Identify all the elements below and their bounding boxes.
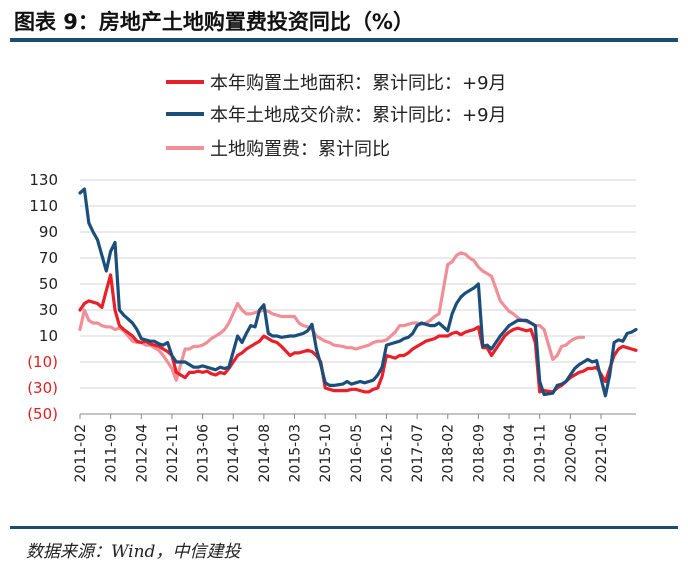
x-axis-ticks: 2011-02 2011-09 2012-04 2012-11 2013-06 2014-… bbox=[73, 414, 610, 483]
y-tick-label: (30) bbox=[27, 379, 58, 397]
footer-divider bbox=[10, 526, 678, 529]
y-tick-label: 10 bbox=[39, 327, 58, 345]
x-tick-label: 2015-10 bbox=[318, 424, 334, 483]
x-tick-label: 2019-04 bbox=[502, 424, 518, 483]
y-tick-label: 90 bbox=[39, 223, 58, 241]
y-tick-label: 110 bbox=[29, 197, 58, 215]
source-note: 数据来源：Wind，中信建投 bbox=[26, 542, 241, 562]
x-tick-label: 2016-12 bbox=[379, 424, 395, 483]
legend-label: 本年购置土地面积：累计同比：+9月 bbox=[210, 73, 507, 94]
x-tick-label: 2015-03 bbox=[288, 424, 304, 483]
y-tick-label: 70 bbox=[39, 249, 58, 267]
series-lines bbox=[78, 187, 638, 398]
y-tick-label: (10) bbox=[27, 353, 58, 371]
chart-title: 图表 9：房地产土地购置费投资同比（%） bbox=[14, 10, 414, 34]
y-tick-label: 50 bbox=[39, 275, 58, 293]
x-tick-label: 2018-09 bbox=[471, 424, 487, 483]
x-tick-label: 2012-11 bbox=[165, 424, 181, 483]
series-line-2 bbox=[78, 187, 638, 398]
x-tick-label: 2014-01 bbox=[226, 424, 242, 483]
legend: 本年购置土地面积：累计同比：+9月本年土地成交价款：累计同比：+9月土地购置费：… bbox=[166, 73, 507, 160]
x-tick-label: 2017-07 bbox=[410, 424, 426, 483]
x-tick-label: 2013-06 bbox=[196, 424, 212, 483]
x-tick-label: 2018-02 bbox=[441, 424, 457, 483]
gridlines bbox=[80, 179, 636, 415]
y-tick-label: (50) bbox=[27, 405, 58, 423]
series-line-1 bbox=[78, 273, 638, 394]
x-tick-label: 2016-05 bbox=[349, 424, 365, 483]
x-tick-label: 2014-08 bbox=[257, 424, 273, 483]
legend-label: 本年土地成交价款：累计同比：+9月 bbox=[210, 105, 507, 126]
y-tick-label: 30 bbox=[39, 301, 58, 319]
series-line-3 bbox=[78, 251, 586, 382]
x-tick-label: 2021-01 bbox=[594, 424, 610, 483]
x-tick-label: 2011-09 bbox=[104, 424, 120, 483]
x-tick-label: 2012-04 bbox=[134, 424, 150, 483]
x-tick-label: 2019-11 bbox=[533, 424, 549, 483]
title-divider bbox=[10, 38, 678, 42]
x-tick-label: 2020-06 bbox=[563, 424, 579, 483]
y-axis-ticks: 130 110 90 70 50 30 10 (10) (30) (50) bbox=[27, 171, 58, 423]
x-tick-label: 2011-02 bbox=[73, 424, 89, 483]
y-tick-label: 130 bbox=[29, 171, 58, 189]
legend-label: 土地购置费：累计同比 bbox=[210, 139, 390, 160]
